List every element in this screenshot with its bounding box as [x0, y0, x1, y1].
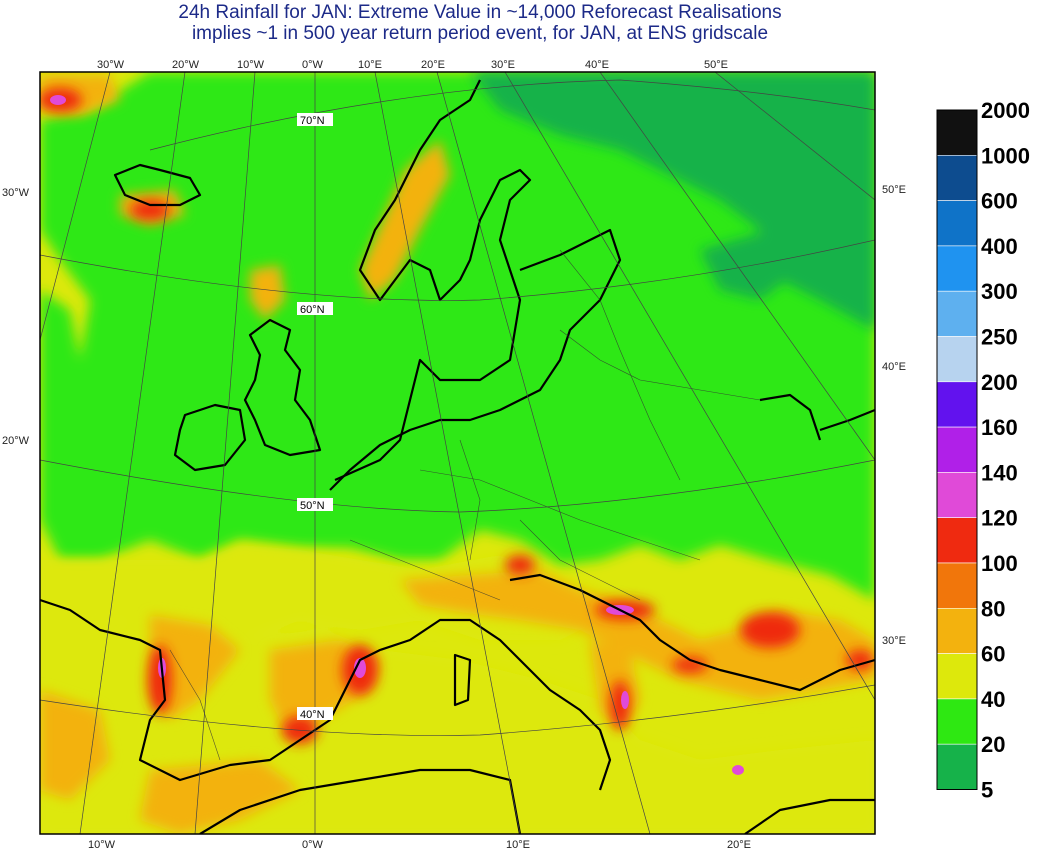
legend-label: 250: [981, 325, 1018, 350]
chart-title-line-2: implies ~1 in 500 year return period eve…: [191, 23, 769, 44]
legend-swatch: [936, 381, 978, 428]
crimea-coast: [759, 393, 822, 441]
coastlines: [40, 79, 875, 834]
top-lon-label: 20°W: [172, 59, 200, 71]
legend-label: 600: [981, 189, 1018, 214]
right-labels: 50°E 40°E 30°E: [882, 184, 906, 647]
top-lon-label: 30°E: [491, 59, 515, 71]
top-lon-label: 50°E: [704, 59, 728, 71]
color-legend: 2000 1000 600 400 300 250 200 160 140 120 100 80 60 4…: [936, 98, 1030, 803]
bottom-lon-label: 20°E: [727, 839, 751, 851]
top-lon-label: 0°W: [302, 59, 324, 71]
lat-label-40n: 40°N: [300, 709, 325, 721]
legend-label: 20: [981, 732, 1005, 757]
legend-swatch: [936, 109, 978, 156]
scandinavia-coast: [334, 79, 532, 482]
bottom-lon-label: 10°W: [88, 839, 116, 851]
legend-swatch: [936, 200, 978, 247]
bottom-lon-label: 10°E: [506, 839, 530, 851]
legend-label: 40: [981, 687, 1005, 712]
top-lon-labels: 30°W 20°W 10°W 0°W 10°E 20°E 30°E 40°E 5…: [97, 59, 728, 71]
bottom-lon-labels: 10°W 0°W 10°E 20°E: [88, 839, 751, 851]
rainfall-field-darkgreen: [470, 72, 875, 330]
country-borders: [169, 249, 761, 761]
lat-labels: 70°N 60°N 50°N 40°N: [297, 113, 333, 721]
left-label: 20°W: [2, 435, 30, 447]
chart-title-line-1: 24h Rainfall for JAN: Extreme Value in ~…: [178, 2, 782, 23]
left-label: 30°W: [2, 187, 30, 199]
meridian-20e: [436, 72, 651, 834]
map-frame: [39, 71, 876, 835]
left-labels: 30°W 20°W: [2, 187, 30, 447]
meridian-20w: [79, 72, 186, 834]
legend-swatch: [936, 336, 978, 383]
map-area: 70°N 60°N 50°N 40°N: [40, 72, 875, 834]
legend-frame: [936, 109, 978, 790]
bottom-lon-label: 0°W: [302, 839, 324, 851]
top-lon-label: 10°W: [237, 59, 265, 71]
legend-label: 60: [981, 642, 1005, 667]
legend-label: 200: [981, 370, 1018, 395]
legend-label: 120: [981, 506, 1018, 531]
legend-swatch: [936, 562, 978, 609]
legend-label: 160: [981, 415, 1018, 440]
legend-label: 80: [981, 596, 1005, 621]
parallel-60n: [40, 239, 875, 301]
legend-swatch: [936, 472, 978, 518]
legend-label: 100: [981, 551, 1018, 576]
legend-label: 2000: [981, 98, 1030, 123]
meridian-10w: [194, 72, 256, 834]
parallel-70n: [149, 79, 875, 151]
britain-coast: [243, 318, 322, 457]
blacksea-coast: [819, 408, 875, 432]
top-lon-label: 20°E: [421, 59, 445, 71]
corsica-sardinia-coast: [453, 653, 472, 707]
adriatic-balkan-coast: [509, 573, 875, 692]
ireland-coast: [173, 403, 247, 472]
legend-label: 5: [981, 778, 993, 803]
legend-swatch: [936, 517, 978, 564]
lat-label-70n: 70°N: [300, 115, 325, 127]
right-label: 50°E: [882, 184, 906, 196]
parallel-40n: [40, 684, 875, 736]
meridian-30w: [40, 72, 111, 341]
legend-swatch: [936, 155, 978, 201]
meridian-10e: [374, 72, 521, 834]
legend-label: 1000: [981, 143, 1030, 168]
legend-label: 400: [981, 234, 1018, 259]
legend-swatch: [936, 653, 978, 700]
lat-label-60n: 60°N: [300, 304, 325, 316]
right-label: 30°E: [882, 635, 906, 647]
graticule: [40, 72, 875, 834]
meridian-40e: [599, 72, 875, 461]
rainfall-field-green: [40, 72, 875, 600]
legend-swatch: [936, 290, 978, 337]
legend-swatch: [936, 743, 978, 790]
legend-swatch: [936, 698, 978, 745]
top-lon-label: 10°E: [358, 59, 382, 71]
lat-label-50n: 50°N: [300, 500, 325, 512]
iceland-coast: [113, 163, 202, 207]
meridian-30e: [504, 72, 875, 701]
libya-coast: [744, 798, 875, 834]
right-label: 40°E: [882, 361, 906, 373]
baltic-coast: [329, 228, 622, 491]
legend-swatch: [936, 426, 978, 473]
legend-swatch: [936, 245, 978, 292]
meridian-50e: [714, 72, 875, 201]
top-lon-label: 40°E: [585, 59, 609, 71]
legend-label: 300: [981, 279, 1018, 304]
top-lon-label: 30°W: [97, 59, 125, 71]
parallel-50n: [40, 459, 875, 513]
legend-swatch: [936, 607, 978, 654]
iberia-france-italy-coast: [40, 598, 612, 791]
legend-label: 140: [981, 460, 1018, 485]
north-africa-coast: [199, 768, 522, 834]
